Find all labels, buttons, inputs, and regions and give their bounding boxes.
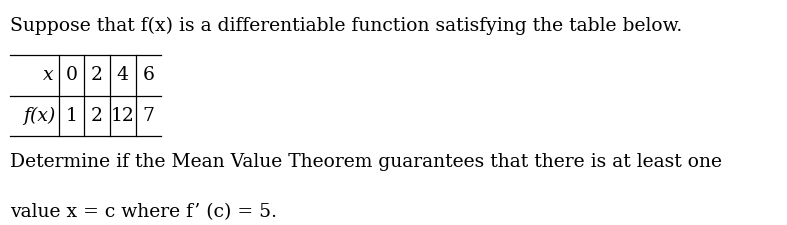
Text: 0: 0 — [65, 67, 77, 85]
Text: 6: 6 — [142, 67, 154, 85]
Text: x: x — [42, 67, 54, 85]
Text: Suppose that f(x) is a differentiable function satisfying the table below.: Suppose that f(x) is a differentiable fu… — [10, 16, 682, 35]
Text: 7: 7 — [142, 106, 154, 124]
Text: Determine if the Mean Value Theorem guarantees that there is at least one: Determine if the Mean Value Theorem guar… — [10, 153, 722, 171]
Text: f(x): f(x) — [23, 106, 55, 125]
Text: 12: 12 — [111, 106, 135, 124]
Text: 4: 4 — [116, 67, 129, 85]
Text: 2: 2 — [91, 106, 103, 124]
Text: 2: 2 — [91, 67, 103, 85]
Text: value x = c where f’ (c) = 5.: value x = c where f’ (c) = 5. — [10, 202, 277, 220]
Text: 1: 1 — [65, 106, 77, 124]
